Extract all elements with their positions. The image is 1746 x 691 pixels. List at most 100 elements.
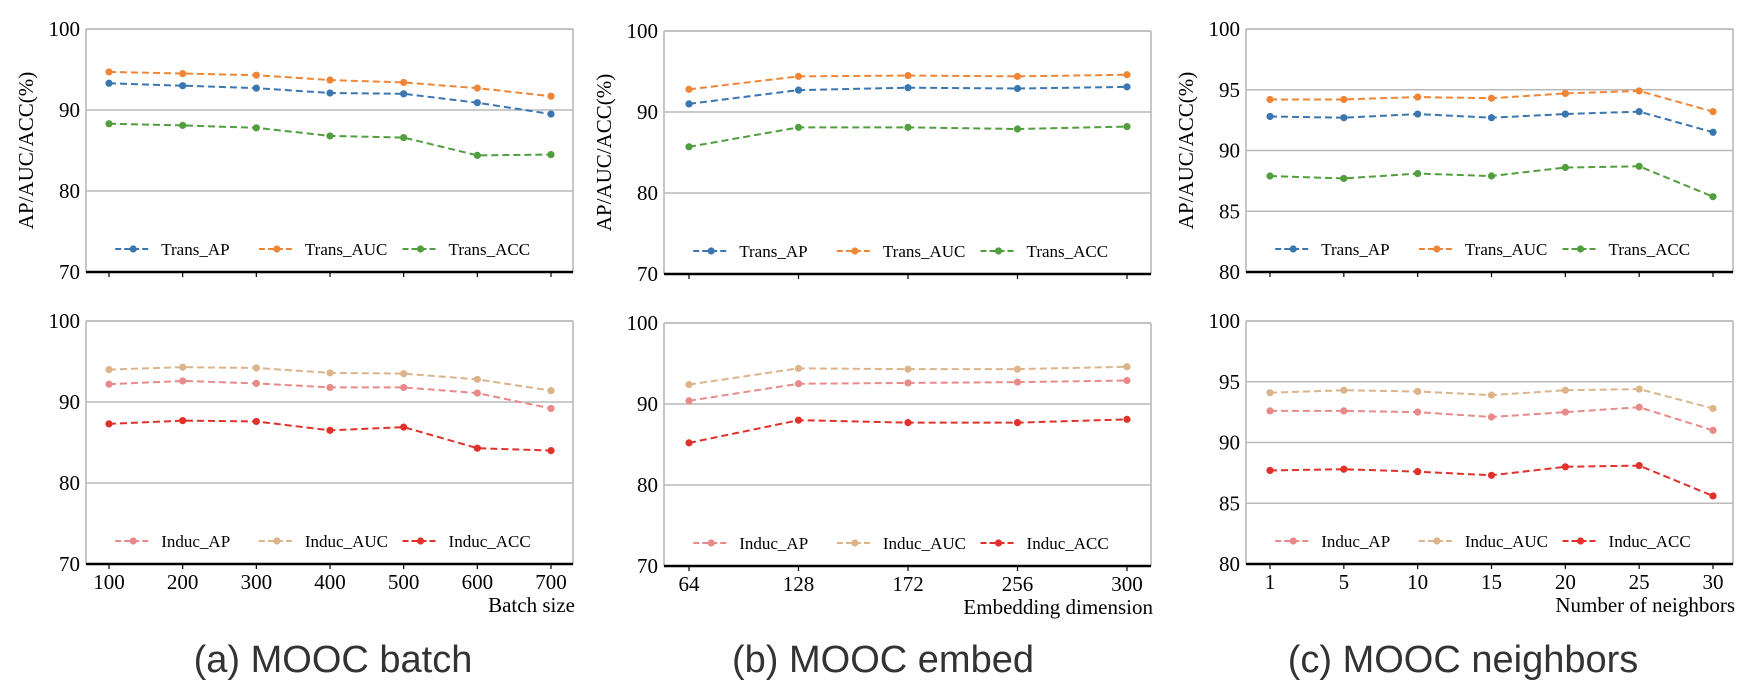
y-tick-label: 95 [1219, 78, 1240, 102]
y-tick-label: 70 [637, 262, 658, 286]
data-point-Induc_AUC [904, 365, 912, 373]
x-tick-label: 15 [1481, 570, 1502, 594]
legend-label: Trans_AP [161, 240, 229, 259]
y-tick-label: 80 [59, 471, 80, 495]
data-point-Trans_AUC [400, 78, 408, 87]
data-point-Induc_ACC [1561, 463, 1569, 471]
caption-a: (a) MOOC batch [194, 639, 473, 681]
data-point-Trans_AP [904, 84, 912, 92]
data-point-Trans_AUC [904, 71, 912, 80]
legend-marker-Induc_ACC [416, 537, 425, 545]
data-point-Induc_AP [1487, 413, 1496, 421]
legend-marker-Trans_AUC [273, 245, 281, 253]
data-point-Trans_ACC [685, 143, 693, 151]
legend-label: Induc_AUC [883, 534, 966, 553]
data-point-Induc_AP [1635, 403, 1643, 411]
data-point-Trans_ACC [252, 124, 260, 132]
y-tick-label: 80 [637, 473, 658, 497]
caption-b: (b) MOOC embed [732, 639, 1034, 681]
data-point-Induc_AP [1709, 426, 1717, 434]
data-point-Trans_AUC [1414, 93, 1422, 101]
data-point-Trans_AP [1123, 83, 1131, 91]
data-point-Induc_ACC [1709, 492, 1717, 500]
data-point-Induc_AUC [252, 364, 260, 372]
data-point-Trans_ACC [1340, 174, 1348, 183]
data-point-Trans_ACC [547, 150, 555, 159]
caption-c: (c) MOOC neighbors [1288, 639, 1639, 681]
data-point-Trans_AUC [1123, 71, 1131, 79]
data-point-Trans_AUC [794, 72, 803, 80]
data-point-Induc_ACC [1266, 466, 1274, 475]
x-tick-label: 10 [1407, 570, 1428, 594]
legend-marker-Induc_AP [1289, 537, 1297, 545]
data-point-Induc_AP [1561, 408, 1569, 416]
data-point-Trans_AP [1414, 110, 1422, 118]
data-point-Trans_AP [179, 82, 187, 90]
data-point-Induc_AUC [1561, 386, 1569, 394]
data-point-Induc_ACC [473, 444, 481, 452]
data-point-Induc_ACC [547, 447, 555, 455]
data-point-Induc_AUC [1414, 387, 1422, 396]
data-point-Trans_AP [326, 89, 334, 97]
data-point-Trans_ACC [1414, 169, 1422, 178]
data-point-Trans_AUC [1709, 108, 1717, 116]
legend-marker-Trans_AUC [1433, 245, 1441, 253]
data-point-Induc_AP [1266, 407, 1274, 415]
x-tick-label: 172 [892, 572, 924, 596]
series-line-Trans_AP [688, 85, 1128, 105]
legend-label: Induc_ACC [1609, 532, 1691, 551]
data-point-Trans_ACC [1487, 172, 1496, 180]
data-point-Trans_AUC [1266, 95, 1274, 104]
data-point-Induc_AP [547, 404, 555, 413]
x-tick-label: 64 [679, 572, 701, 596]
series-line-Induc_ACC [108, 419, 552, 452]
data-point-Trans_ACC [904, 123, 912, 131]
x-tick-label: 300 [241, 570, 273, 594]
x-tick-label: 128 [783, 572, 815, 596]
data-point-Trans_AUC [179, 69, 187, 78]
data-point-Trans_AUC [547, 92, 555, 100]
legend-marker-Induc_AUC [851, 539, 859, 547]
data-point-Induc_AP [179, 377, 187, 385]
data-point-Induc_AUC [1340, 386, 1348, 394]
legend-marker-Induc_AP [707, 539, 715, 547]
x-tick-label: 1 [1265, 570, 1276, 594]
x-axis-label: Number of neighbors [1555, 593, 1735, 617]
data-point-Induc_AUC [1123, 363, 1131, 371]
data-point-Trans_ACC [794, 123, 803, 131]
data-point-Induc_ACC [252, 417, 260, 426]
data-point-Trans_AP [1635, 108, 1643, 116]
data-point-Trans_AUC [326, 76, 334, 84]
y-tick-label: 90 [59, 98, 80, 122]
legend-marker-Induc_AP [129, 537, 137, 545]
data-point-Trans_AUC [252, 71, 260, 79]
data-point-Trans_AUC [1635, 87, 1643, 95]
x-tick-label: 300 [1111, 572, 1143, 596]
data-point-Induc_AP [105, 380, 113, 388]
legend-label: Trans_AUC [883, 242, 966, 261]
data-point-Induc_ACC [1487, 471, 1496, 479]
legend-label: Induc_AUC [305, 532, 388, 551]
x-tick-label: 5 [1339, 570, 1350, 594]
data-point-Trans_ACC [1561, 163, 1569, 172]
y-tick-label: 70 [59, 552, 80, 576]
data-point-Induc_AUC [1013, 365, 1022, 373]
y-axis-label: AP/AUC/ACC(%) [14, 72, 38, 230]
y-tick-label: 85 [1219, 491, 1240, 515]
legend-label: Induc_AP [739, 534, 808, 553]
data-point-Trans_AP [685, 100, 693, 108]
legend-marker-Induc_AUC [273, 537, 281, 545]
y-tick-label: 80 [637, 181, 658, 205]
data-point-Induc_AUC [1487, 391, 1496, 399]
data-point-Induc_AP [1013, 378, 1022, 386]
y-tick-label: 90 [1219, 139, 1240, 163]
y-tick-label: 100 [49, 309, 81, 333]
data-point-Trans_ACC [473, 151, 481, 159]
data-point-Trans_AP [105, 79, 113, 87]
legend-label: Trans_AUC [305, 240, 388, 259]
legend-marker-Trans_ACC [994, 247, 1003, 255]
data-point-Trans_ACC [1709, 193, 1717, 201]
data-point-Trans_AUC [685, 85, 693, 93]
